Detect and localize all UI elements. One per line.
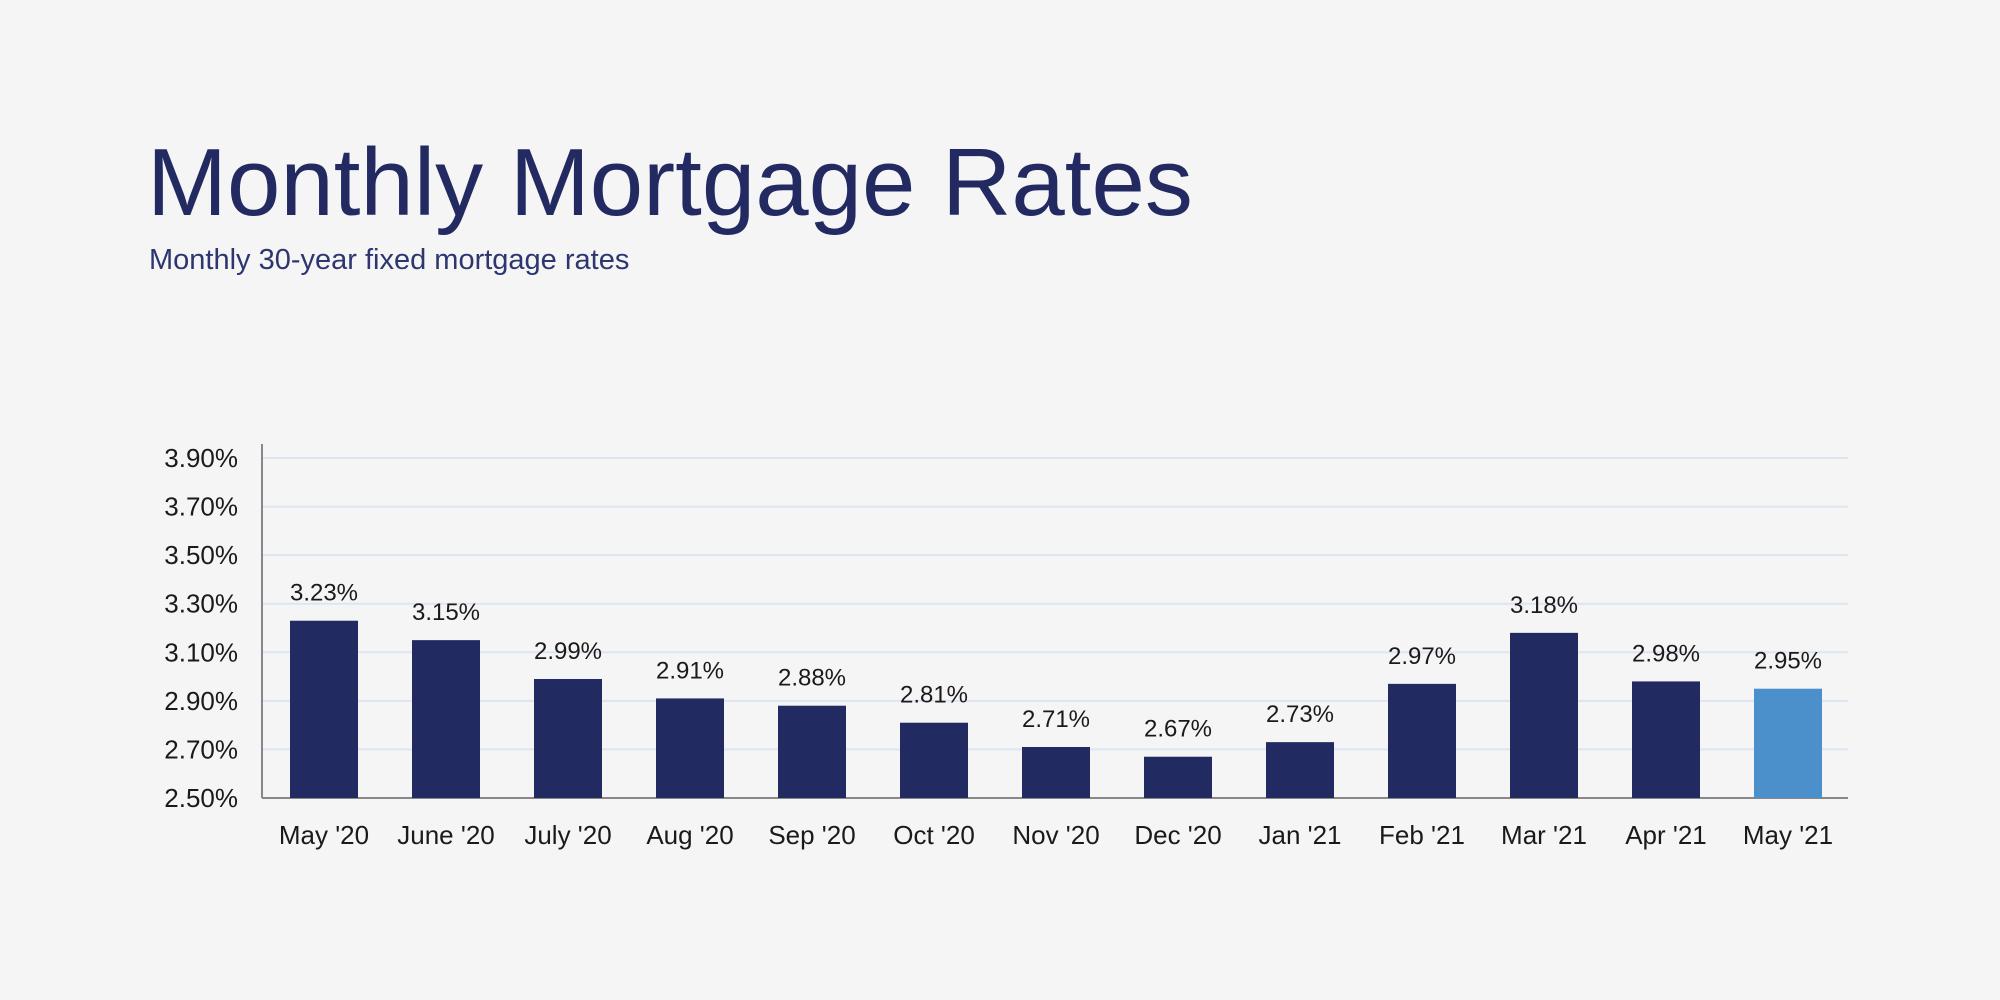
x-tick-label: Dec '20	[1134, 820, 1221, 850]
x-tick-label: Oct '20	[893, 820, 975, 850]
y-tick-label: 3.30%	[164, 589, 238, 619]
data-label: 2.88%	[778, 665, 846, 692]
data-label: 2.99%	[534, 638, 602, 665]
data-label: 2.71%	[1022, 706, 1090, 733]
data-label: 2.98%	[1632, 640, 1700, 667]
y-tick-label: 3.90%	[164, 443, 238, 473]
y-tick-label: 3.50%	[164, 540, 238, 570]
data-label: 2.97%	[1388, 643, 1456, 670]
bar	[534, 679, 602, 798]
bar	[778, 705, 846, 798]
y-tick-label: 2.50%	[164, 783, 238, 813]
bar	[412, 640, 480, 798]
x-tick-label: Jan '21	[1258, 820, 1341, 850]
bar	[900, 722, 968, 798]
data-label: 3.18%	[1510, 592, 1578, 619]
chart-subtitle: Monthly 30-year fixed mortgage rates	[149, 244, 630, 276]
bar	[290, 620, 358, 798]
y-tick-label: 3.10%	[164, 637, 238, 667]
x-tick-label: Mar '21	[1501, 820, 1587, 850]
y-tick-label: 3.70%	[164, 492, 238, 522]
bar	[1754, 688, 1822, 798]
data-label: 3.15%	[412, 599, 480, 626]
chart-title: Monthly Mortgage Rates	[147, 129, 1193, 236]
x-tick-label: Apr '21	[1625, 820, 1707, 850]
x-tick-label: June '20	[397, 820, 495, 850]
bar	[656, 698, 724, 798]
y-tick-label: 2.70%	[164, 734, 238, 764]
x-tick-label: July '20	[524, 820, 611, 850]
bar	[1022, 747, 1090, 798]
data-label: 3.23%	[290, 580, 358, 607]
data-label: 2.73%	[1266, 701, 1334, 728]
x-tick-label: Nov '20	[1012, 820, 1099, 850]
x-tick-label: May '21	[1743, 820, 1833, 850]
bar	[1388, 683, 1456, 798]
data-label: 2.91%	[656, 657, 724, 684]
data-label: 2.81%	[900, 682, 968, 709]
bar	[1266, 742, 1334, 798]
x-tick-label: May '20	[279, 820, 369, 850]
bar	[1144, 756, 1212, 798]
x-tick-label: Feb '21	[1379, 820, 1465, 850]
data-label: 2.67%	[1144, 716, 1212, 743]
y-tick-label: 2.90%	[164, 686, 238, 716]
x-tick-label: Sep '20	[768, 820, 855, 850]
bar	[1632, 681, 1700, 798]
bar	[1510, 632, 1578, 798]
x-tick-label: Aug '20	[646, 820, 733, 850]
data-label: 2.95%	[1754, 648, 1822, 675]
